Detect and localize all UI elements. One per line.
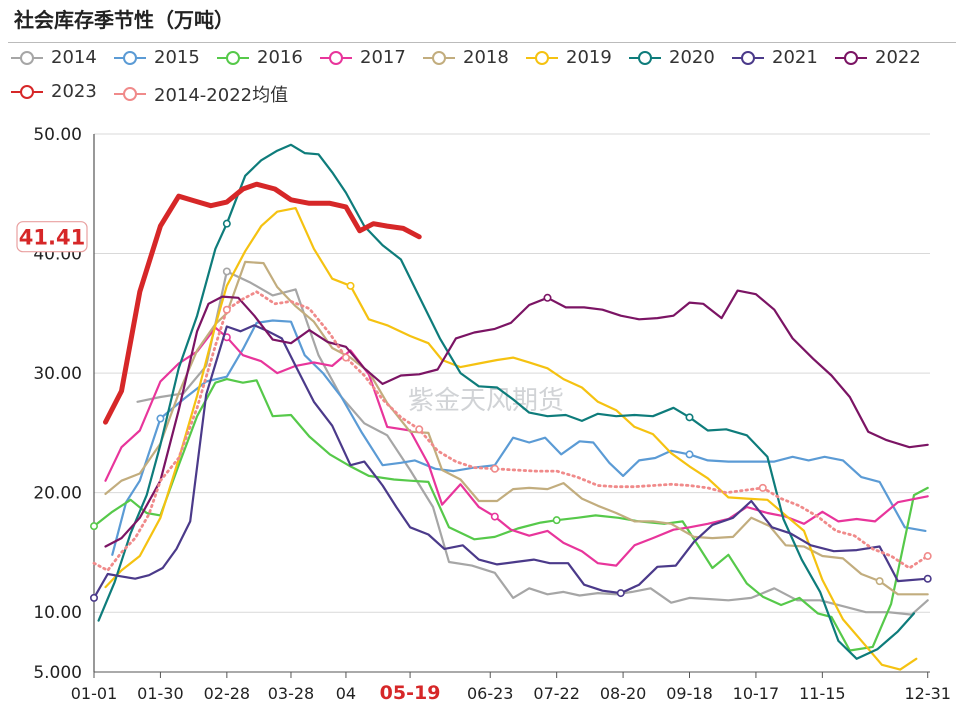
x-tick-label: 08-20 xyxy=(600,684,647,703)
series-line-2015[interactable] xyxy=(111,319,927,556)
y-tick-label: 30.00 xyxy=(33,364,82,384)
legend-item-2018[interactable]: 2018 xyxy=(422,47,509,68)
legend-label: 2016 xyxy=(257,47,303,68)
legend-label: 2018 xyxy=(463,47,509,68)
x-tick-label: 03-28 xyxy=(268,684,315,703)
x-tick-label: 04 xyxy=(336,684,356,703)
legend-item-2014[interactable]: 2014 xyxy=(10,47,97,68)
legend-marker-icon xyxy=(11,84,43,99)
series-point-2014[interactable] xyxy=(222,267,231,276)
series-point-2021[interactable] xyxy=(923,574,932,583)
series-line-2014-2022均值[interactable] xyxy=(92,290,930,572)
legend-item-2017[interactable]: 2017 xyxy=(319,47,406,68)
legend-item-2014-2022均值[interactable]: 2014-2022均值 xyxy=(113,81,288,107)
legend-item-2022[interactable]: 2022 xyxy=(834,47,921,68)
x-tick-label: 01-01 xyxy=(71,684,118,703)
series-point-2015[interactable] xyxy=(685,450,694,459)
legend-marker-icon xyxy=(11,50,43,65)
series-point-2014-2022均值[interactable] xyxy=(758,483,767,492)
current-value-callout: 41.41 xyxy=(16,221,88,253)
series-line-2017[interactable] xyxy=(104,326,929,567)
x-tick-label: 12-31 xyxy=(904,684,951,703)
series-point-2014-2022均值[interactable] xyxy=(415,425,424,434)
x-tick-label: 02-28 xyxy=(204,684,251,703)
legend-label: 2015 xyxy=(154,47,200,68)
series-line-2020[interactable] xyxy=(97,143,916,660)
series-line-2016[interactable] xyxy=(92,378,929,652)
x-tick-label: 11-15 xyxy=(799,684,846,703)
legend-item-2023[interactable]: 2023 xyxy=(10,81,97,102)
series-line-2023[interactable] xyxy=(103,181,422,425)
series-point-2014-2022均值[interactable] xyxy=(222,305,231,314)
series-line-2021[interactable] xyxy=(92,324,929,600)
series-point-2021[interactable] xyxy=(90,593,99,602)
legend-marker-icon xyxy=(835,50,867,65)
legend-item-2020[interactable]: 2020 xyxy=(628,47,715,68)
series-point-2016[interactable] xyxy=(90,522,99,531)
current-value-label: 41.41 xyxy=(19,226,85,250)
series-point-2022[interactable] xyxy=(543,293,552,302)
series-point-2018[interactable] xyxy=(875,577,884,586)
series-line-2018[interactable] xyxy=(104,260,929,596)
series-line-2022[interactable] xyxy=(104,289,929,548)
chart-title: 社会库存季节性（万吨） xyxy=(14,8,234,32)
legend-marker-icon xyxy=(732,50,764,65)
legend-item-2016[interactable]: 2016 xyxy=(216,47,303,68)
legend-label: 2017 xyxy=(360,47,406,68)
series-line-2019[interactable] xyxy=(104,207,918,671)
x-tick-label: 01-30 xyxy=(137,684,184,703)
x-tick-label: 07-22 xyxy=(533,684,580,703)
series-point-2014-2022均值[interactable] xyxy=(923,552,932,561)
x-tick-label-current: 05-19 xyxy=(380,682,441,704)
series-point-2014-2022均值[interactable] xyxy=(490,464,499,473)
series-point-2019[interactable] xyxy=(346,281,355,290)
legend-item-2021[interactable]: 2021 xyxy=(731,47,818,68)
y-tick-label: 10.00 xyxy=(33,603,82,623)
series-line-2014[interactable] xyxy=(136,270,929,616)
legend-label: 2014 xyxy=(51,47,97,68)
legend-marker-icon xyxy=(114,50,146,65)
legend-label: 2020 xyxy=(669,47,715,68)
legend-label: 2023 xyxy=(51,81,97,102)
legend-label: 2022 xyxy=(875,47,921,68)
legend-marker-icon xyxy=(320,50,352,65)
legend-marker-icon xyxy=(114,87,146,101)
y-tick-label: 5.000 xyxy=(33,663,82,683)
current-value-box xyxy=(16,221,88,253)
series-point-2020[interactable] xyxy=(222,219,231,228)
legend-marker-icon xyxy=(217,50,249,65)
x-tick-label: 09-18 xyxy=(666,684,713,703)
title-divider xyxy=(8,42,956,43)
legend-item-2019[interactable]: 2019 xyxy=(525,47,612,68)
series-point-2015[interactable] xyxy=(156,414,165,423)
legend-label: 2019 xyxy=(566,47,612,68)
series-point-2021[interactable] xyxy=(616,589,625,598)
watermark: 紫金天风期货 xyxy=(408,386,564,416)
legend-label: 2014-2022均值 xyxy=(154,85,289,106)
legend-marker-icon xyxy=(629,50,661,65)
series-point-2014-2022均值[interactable] xyxy=(341,353,350,362)
series-point-2017[interactable] xyxy=(490,512,499,521)
y-tick-label: 50.00 xyxy=(33,125,82,145)
series-point-2020[interactable] xyxy=(685,413,694,422)
chart-grid xyxy=(94,133,930,673)
series-point-2016[interactable] xyxy=(552,516,561,525)
series-layer xyxy=(90,143,932,671)
legend-marker-icon xyxy=(423,50,455,65)
legend-marker-icon xyxy=(526,50,558,65)
legend-label: 2021 xyxy=(772,47,818,68)
x-tick-label: 10-17 xyxy=(733,684,780,703)
y-tick-label: 20.00 xyxy=(33,484,82,504)
legend-item-2015[interactable]: 2015 xyxy=(113,47,200,68)
x-tick-label: 06-23 xyxy=(467,684,514,703)
